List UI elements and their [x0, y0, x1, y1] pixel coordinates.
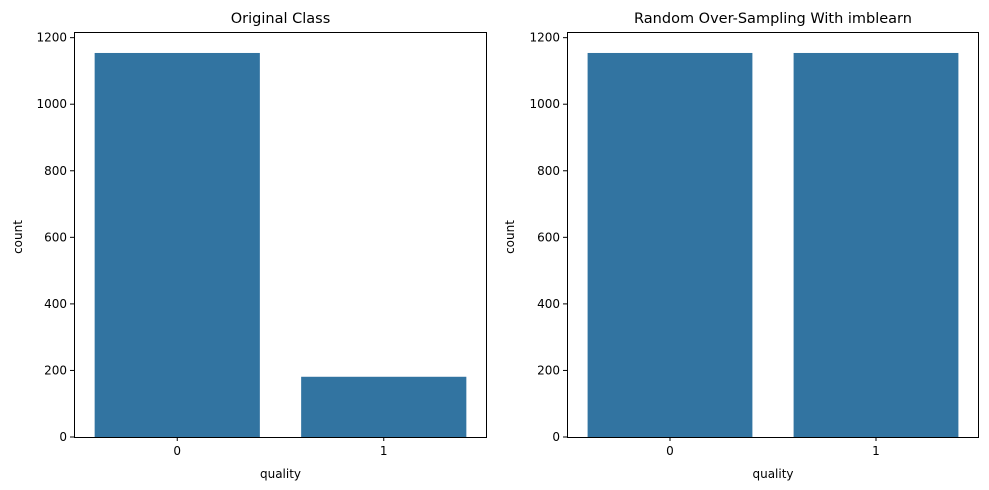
y-tick-label: 800	[44, 164, 67, 178]
x-tick-label: 1	[872, 444, 880, 458]
bar-1	[301, 376, 467, 437]
y-axis-label-1: count	[11, 220, 25, 254]
x-tick-label: 0	[666, 444, 674, 458]
axes-frame	[567, 32, 979, 438]
y-axis-label-2: count	[503, 220, 517, 254]
axes-frame	[74, 32, 487, 438]
plot-area-2: 0 200 400 600 800 1000 1200 0 1	[529, 31, 979, 458]
y-tick-label: 400	[44, 297, 67, 311]
bar-0	[587, 52, 753, 437]
chart-title-2: Random Over-Sampling With imblearn	[634, 11, 912, 27]
y-tick-label: 400	[537, 297, 560, 311]
y-tick-label: 600	[44, 230, 67, 244]
x-tick-label: 1	[380, 444, 388, 458]
x-axis-label-1: quality	[260, 467, 301, 481]
subplot-original-class: Original Class count quality 0 200 400 600 8…	[11, 11, 487, 481]
x-axis-label-2: quality	[752, 467, 793, 481]
y-tick-label: 0	[59, 430, 67, 444]
y-tick-label: 0	[552, 430, 560, 444]
y-tick-label: 200	[537, 363, 560, 377]
y-tick-label: 1000	[529, 97, 560, 111]
bar-0	[94, 52, 260, 437]
x-tick-label: 0	[173, 444, 181, 458]
y-tick-label: 600	[537, 230, 560, 244]
plot-area-1: 0 200 400 600 800 1000 1200 0 1	[36, 31, 487, 458]
y-tick-label: 1000	[36, 97, 67, 111]
y-tick-label: 200	[44, 363, 67, 377]
y-tick-label: 1200	[36, 31, 67, 45]
chart-title-1: Original Class	[231, 11, 331, 27]
bar-1	[793, 52, 959, 437]
subplot-random-over-sampling: Random Over-Sampling With imblearn count…	[503, 11, 979, 481]
y-tick-label: 800	[537, 164, 560, 178]
y-tick-label: 1200	[529, 31, 560, 45]
